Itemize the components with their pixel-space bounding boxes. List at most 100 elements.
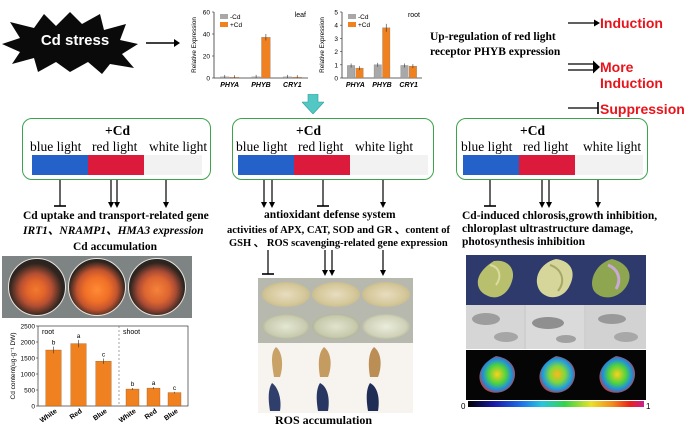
panel2-red-light-label: red light [298, 139, 344, 154]
fluorescence-colorbar [468, 401, 644, 407]
legend-induction: Induction [600, 15, 663, 31]
cd-plot-frame [37, 325, 189, 407]
panel1-red-light-bar [88, 155, 144, 175]
leaf-bar-+Cd-PHYB [261, 37, 271, 79]
leaf-title: leaf [295, 12, 306, 19]
root-legend-swatch--Cd [348, 14, 356, 19]
cd-group-label-shoot: shoot [123, 329, 140, 336]
panel1-white-light-bar [144, 155, 202, 175]
panel1-plus-cd: +Cd [105, 123, 130, 138]
leaf-legend-label-+Cd: +Cd [230, 22, 242, 29]
panel2-red-light-bar [294, 155, 350, 175]
chloroplast-ultrastructure-photo [466, 305, 646, 349]
leaf-xtick-label-PHYB: PHYB [251, 82, 270, 89]
panel3-white-light-bar [575, 155, 643, 175]
panel1-blue-light-label: blue light [30, 139, 82, 154]
panel3-blue-light-label: blue light [461, 139, 513, 154]
root-ytick-label: 3 [334, 36, 338, 43]
cd-sig-letter: b [131, 381, 135, 388]
root-xtick-label-PHYB: PHYB [372, 82, 391, 89]
panel3-effect-line-3: photosynthesis inhibition [462, 236, 586, 248]
cd-ytick-label: 2500 [21, 324, 36, 331]
upregulation-text: Up-regulation of red light receptor PHYB… [430, 30, 560, 60]
root-ytick-label: 0 [334, 76, 338, 83]
root-ytick-label: 1 [334, 62, 338, 69]
panel3-effect-line-2: chloroplast ultrastructure damage, [462, 223, 634, 235]
suppression-arrow-icon [568, 102, 599, 114]
leaf-ytick-label: 40 [203, 32, 211, 39]
root-title: root [408, 12, 420, 19]
leaf-xtick-label-PHYA: PHYA [220, 82, 239, 89]
cd-bar-root-Blue [95, 361, 112, 407]
panel2-caption: ROS accumulation [275, 413, 373, 427]
panel2-effect-line-1: activities of APX, CAT, SOD and GR 、cont… [227, 225, 451, 236]
cd-sig-letter: c [102, 352, 106, 359]
root-xtick-label-CRY1: CRY1 [399, 82, 418, 89]
more-induction-arrow-icon [568, 60, 600, 74]
cd-sig-letter: a [152, 380, 156, 387]
upregulation-line-2: receptor PHYB expression [430, 46, 561, 58]
root-ytick-label: 4 [334, 23, 338, 30]
panel2-ros-arrows [262, 250, 386, 276]
cd-bar-shoot-Blue [167, 392, 182, 407]
panel2-effect-title: antioxidant defense system [264, 209, 396, 221]
ros-leaf-discs-photo [258, 278, 413, 343]
root-legend-label-+Cd: +Cd [358, 22, 370, 29]
root-ytick-label: 5 [334, 10, 338, 17]
leaf-legend-swatch-+Cd [220, 22, 228, 27]
root-legend-swatch-+Cd [348, 22, 356, 27]
panel3-plus-cd: +Cd [520, 123, 545, 138]
panel1-effect-line-1: Cd uptake and transport-related gene [23, 210, 209, 222]
cd-bar-root-Red [70, 343, 87, 407]
leaf-xtick-label-CRY1: CRY1 [283, 82, 302, 89]
upregulation-line-1: Up-regulation of red light [430, 31, 556, 43]
cd-content-chart: 0 500 1000 1500 2000 2500 Cd content(ug·g⁻¹ DW… [8, 318, 192, 430]
leaf-ytick-label: 60 [203, 10, 211, 17]
cd-bar-shoot-Red [146, 387, 161, 407]
induction-arrow-icon [568, 19, 600, 27]
panel1-blue-light-bar [32, 155, 88, 175]
colorbar-max-label: 1 [646, 402, 651, 411]
cd-stress-label: Cd stress [40, 32, 110, 49]
panel1-caption: Cd accumulation [73, 241, 158, 253]
legend-suppression: Suppression [600, 101, 685, 117]
panel3-regulation-arrows [484, 180, 601, 208]
chlorosis-leaves-photo [466, 255, 646, 305]
cd-ytick-label: 1500 [21, 356, 36, 363]
cd-sig-letter: a [77, 333, 81, 340]
cd-group-label-root: root [42, 329, 54, 336]
leaf-ylabel: Relative Expression [191, 17, 198, 73]
legend-more-induction: More Induction [600, 59, 663, 91]
panel1-red-light-label: red light [92, 139, 138, 154]
root-bar-+Cd-PHYB [382, 27, 391, 79]
panel3-blue-light-bar [463, 155, 519, 175]
panel3-red-light-label: red light [523, 139, 569, 154]
cd-sig-letter: b [52, 340, 56, 347]
panel2-regulation-arrows [261, 180, 386, 208]
panel2-effect-line-2: GSH 、 ROS scavenging-related gene expres… [229, 238, 448, 249]
photosynthesis-fluorescence-photo [466, 350, 646, 400]
panel3-effect-line-1: Cd-induced chlorosis,growth inhibition, [462, 210, 658, 222]
leaf-ytick-label: 0 [206, 76, 210, 83]
cd-accumulation-plates-photo [2, 256, 192, 318]
cd-ytick-label: 500 [24, 388, 35, 395]
cd-ytick-label: 2000 [21, 340, 36, 347]
cd-ytick-label: 1000 [21, 372, 36, 379]
cd-bar-root-White [45, 349, 62, 407]
panel2-white-light-bar [350, 155, 428, 175]
down-arrow-icon [302, 94, 324, 114]
ros-root-tips-photo [258, 343, 413, 413]
root-ylabel: Relative Expression [319, 17, 326, 73]
phy-expression-root-chart: 0 1 2 3 4 5 Relative Expression PHYA PHYB CRY1 -Cd… [319, 10, 422, 89]
leaf-legend-swatch--Cd [220, 14, 228, 19]
root-ytick-label: 2 [334, 49, 338, 56]
root-legend-label--Cd: -Cd [358, 14, 369, 21]
stress-arrow [146, 39, 180, 47]
cd-stress-starburst [2, 12, 138, 74]
panel1-effect-line-2: IRT1、NRAMP1、HMA3 expression [23, 225, 204, 237]
panel1-regulation-arrows [54, 180, 169, 208]
leaf-ytick-label: 20 [203, 54, 211, 61]
panel3-red-light-bar [519, 155, 575, 175]
panel3-white-light-label: white light [583, 139, 642, 154]
panel2-white-light-label: white light [355, 139, 414, 154]
